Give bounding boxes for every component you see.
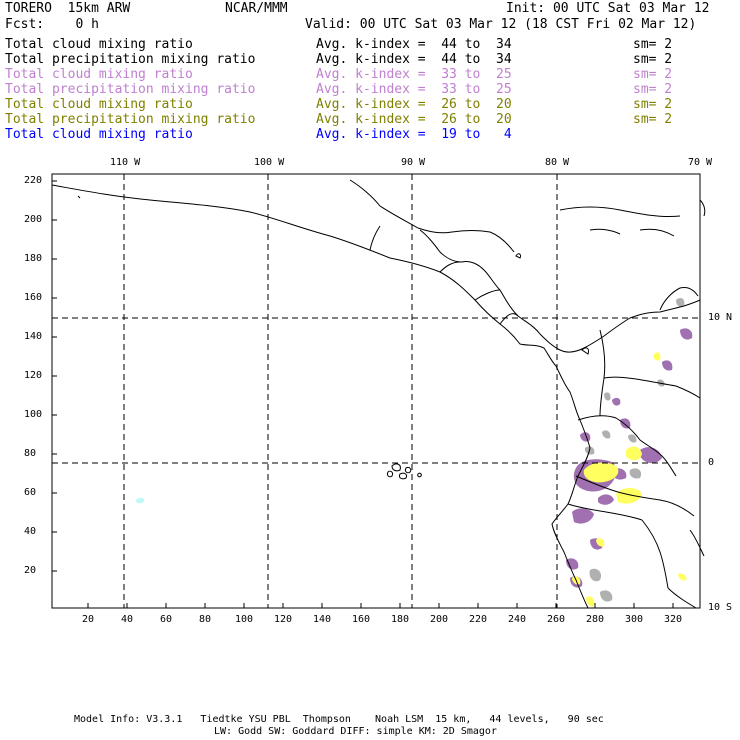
x-index-label: 240 bbox=[508, 614, 527, 625]
x-index-label: 20 bbox=[82, 614, 95, 625]
legend-field-name: Total precipitation mixing ratio bbox=[5, 82, 256, 97]
y-index-label: 100 bbox=[24, 409, 43, 420]
y-index-label: 140 bbox=[24, 331, 43, 342]
valid-time: Valid: 00 UTC Sat 03 Mar 12 (18 CST Fri … bbox=[305, 17, 697, 32]
x-index-label: 300 bbox=[625, 614, 644, 625]
x-index-label: 40 bbox=[121, 614, 134, 625]
lon-label-90w: 90 W bbox=[401, 157, 426, 168]
legend-smoothing: sm= 2 bbox=[633, 82, 673, 97]
x-index-label: 160 bbox=[352, 614, 371, 625]
legend-field-name: Total cloud mixing ratio bbox=[5, 67, 193, 82]
forecast-hour: Fcst: 0 h bbox=[5, 17, 99, 32]
legend-kindex-range: Avg. k-index = 33 to 25 bbox=[316, 67, 512, 82]
x-index-label: 60 bbox=[160, 614, 173, 625]
y-index-label: 120 bbox=[24, 370, 43, 381]
physics-info-line: LW: Godd SW: Goddard DIFF: simple KM: 2D… bbox=[214, 726, 497, 737]
x-index-label: 260 bbox=[547, 614, 566, 625]
y-index-label: 180 bbox=[24, 253, 43, 264]
x-index-label: 140 bbox=[313, 614, 332, 625]
x-index-label: 120 bbox=[274, 614, 293, 625]
model-title: TORERO 15km ARW bbox=[5, 1, 131, 16]
y-index-label: 60 bbox=[24, 487, 37, 498]
shading-layer bbox=[136, 298, 693, 607]
lat-label-10s: 10 S bbox=[708, 602, 733, 613]
x-index-label: 180 bbox=[391, 614, 410, 625]
legend-smoothing: sm= 2 bbox=[633, 112, 673, 127]
lon-label-110w: 110 W bbox=[110, 157, 141, 168]
legend-kindex-range: Avg. k-index = 44 to 34 bbox=[316, 52, 512, 67]
legend-smoothing: sm= 2 bbox=[633, 52, 673, 67]
legend-field-name: Total cloud mixing ratio bbox=[5, 97, 193, 112]
x-index-label: 280 bbox=[586, 614, 605, 625]
y-index-label: 160 bbox=[24, 292, 43, 303]
y-index-label: 40 bbox=[24, 526, 37, 537]
legend-field-name: Total cloud mixing ratio bbox=[5, 127, 193, 142]
legend-field-name: Total cloud mixing ratio bbox=[5, 37, 193, 52]
legend-field-name: Total precipitation mixing ratio bbox=[5, 52, 256, 67]
init-time: Init: 00 UTC Sat 03 Mar 12 bbox=[506, 1, 710, 16]
legend-smoothing: sm= 2 bbox=[633, 37, 673, 52]
legend-smoothing: sm= 2 bbox=[633, 97, 673, 112]
y-index-label: 200 bbox=[24, 214, 43, 225]
lat-label-0: 0 bbox=[708, 457, 715, 468]
x-index-label: 80 bbox=[199, 614, 212, 625]
x-index-label: 100 bbox=[235, 614, 254, 625]
legend-kindex-range: Avg. k-index = 26 to 20 bbox=[316, 112, 512, 127]
legend-kindex-range: Avg. k-index = 26 to 20 bbox=[316, 97, 512, 112]
legend-kindex-range: Avg. k-index = 19 to 4 bbox=[316, 127, 512, 142]
map-frame bbox=[51, 173, 701, 609]
organization-label: NCAR/MMM bbox=[225, 1, 288, 16]
y-index-label: 220 bbox=[24, 175, 43, 186]
legend-smoothing: sm= 2 bbox=[633, 67, 673, 82]
lat-lon-grid bbox=[52, 174, 700, 608]
lat-label-10n: 10 N bbox=[708, 312, 733, 323]
lon-label-100w: 100 W bbox=[254, 157, 285, 168]
legend-kindex-range: Avg. k-index = 44 to 34 bbox=[316, 37, 512, 52]
legend-kindex-range: Avg. k-index = 33 to 25 bbox=[316, 82, 512, 97]
x-index-label: 320 bbox=[664, 614, 683, 625]
x-index-label: 200 bbox=[430, 614, 449, 625]
model-info-line: Model Info: V3.3.1 Tiedtke YSU PBL Thomp… bbox=[74, 714, 604, 725]
legend-field-name: Total precipitation mixing ratio bbox=[5, 112, 256, 127]
lon-label-70w: 70 W bbox=[688, 157, 713, 168]
coastlines bbox=[51, 179, 706, 609]
x-index-label: 220 bbox=[469, 614, 488, 625]
y-index-label: 20 bbox=[24, 565, 37, 576]
y-index-label: 80 bbox=[24, 448, 37, 459]
axis-ticks bbox=[52, 180, 674, 608]
lon-label-80w: 80 W bbox=[545, 157, 570, 168]
